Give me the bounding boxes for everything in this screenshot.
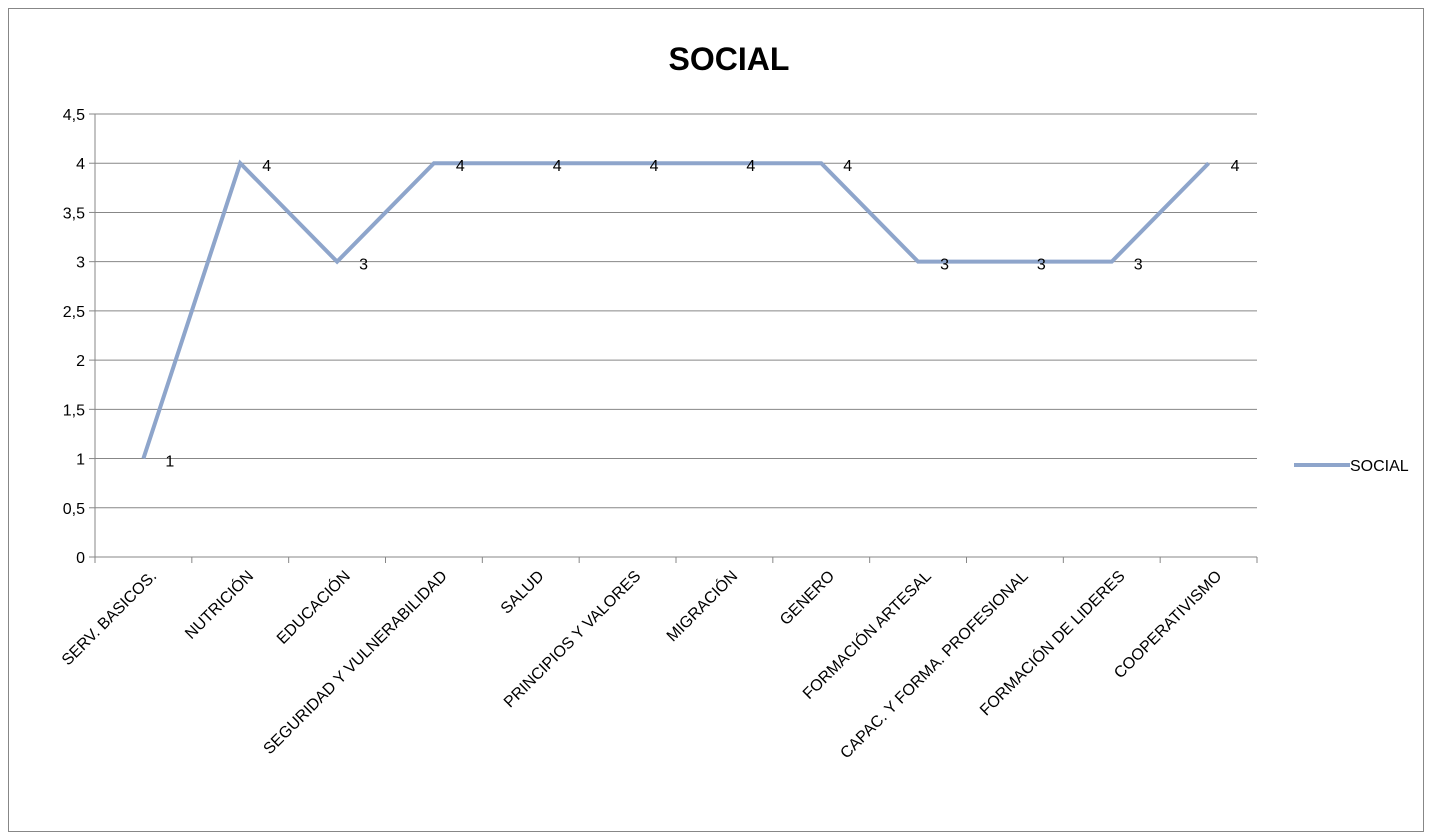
data-label: 4 bbox=[262, 158, 271, 175]
x-tick-label: MIGRACIÓN bbox=[662, 566, 741, 645]
series-social bbox=[141, 159, 1211, 460]
x-tick-label: SALUD bbox=[498, 568, 548, 618]
y-tick-label: 1 bbox=[76, 452, 85, 469]
y-tick-label: 2 bbox=[76, 353, 85, 370]
data-label: 4 bbox=[1231, 158, 1240, 175]
y-tick-label: 0,5 bbox=[63, 501, 85, 518]
x-tick-label: SEGURIDAD Y VULNERABILIDAD bbox=[261, 568, 451, 758]
y-tick-label: 0 bbox=[76, 550, 85, 567]
data-label: 1 bbox=[165, 454, 174, 471]
y-tick-label: 1,5 bbox=[63, 402, 85, 419]
y-tick-labels: 0 0,5 1 1,5 2 2,5 3 3,5 4 4,5 bbox=[63, 107, 85, 567]
x-tick-label: COOPERATIVISMO bbox=[1111, 568, 1225, 682]
axes bbox=[94, 114, 1258, 563]
y-tick-label: 2,5 bbox=[63, 304, 85, 321]
data-label: 4 bbox=[650, 158, 659, 175]
data-label: 3 bbox=[1037, 257, 1046, 274]
data-label: 3 bbox=[940, 257, 949, 274]
series-line-social bbox=[141, 159, 1211, 460]
x-tick-label: SERV. BASICOS. bbox=[59, 568, 160, 669]
x-tick-label: CAPAC. Y FORMA. PROFESIONAL bbox=[837, 568, 1031, 762]
data-label: 4 bbox=[456, 158, 465, 175]
data-label: 4 bbox=[553, 158, 562, 175]
data-label: 4 bbox=[843, 158, 852, 175]
gridlines bbox=[89, 113, 1257, 558]
y-tick-label: 3 bbox=[76, 255, 85, 272]
y-tick-label: 3,5 bbox=[63, 205, 85, 222]
legend-label: SOCIAL bbox=[1350, 458, 1409, 475]
y-tick-label: 4,5 bbox=[63, 107, 85, 124]
data-labels: 1 4 3 4 4 4 4 4 3 3 3 4 bbox=[165, 158, 1239, 470]
data-label: 3 bbox=[1134, 257, 1143, 274]
line-chart: SOCIAL 0 0,5 1 1,5 2 2,5 3 3,5 4 4,5 SERV. BASICO… bbox=[59, 41, 1409, 762]
x-tick-label: GENERO bbox=[777, 568, 838, 629]
x-tick-label: EDUCACIÓN bbox=[273, 566, 354, 647]
chart-frame: SOCIAL 0 0,5 1 1,5 2 2,5 3 3,5 4 4,5 SERV. BASICO… bbox=[8, 8, 1424, 832]
y-tick-label: 4 bbox=[76, 156, 85, 173]
data-label: 4 bbox=[746, 158, 755, 175]
chart-title: SOCIAL bbox=[669, 41, 790, 77]
data-label: 3 bbox=[359, 257, 368, 274]
x-tick-labels: SERV. BASICOS. NUTRICIÓN EDUCACIÓNSEGURIDA… bbox=[59, 566, 1225, 762]
x-tick-label: NUTRICIÓN bbox=[181, 566, 257, 642]
legend: SOCIAL bbox=[1294, 458, 1409, 475]
